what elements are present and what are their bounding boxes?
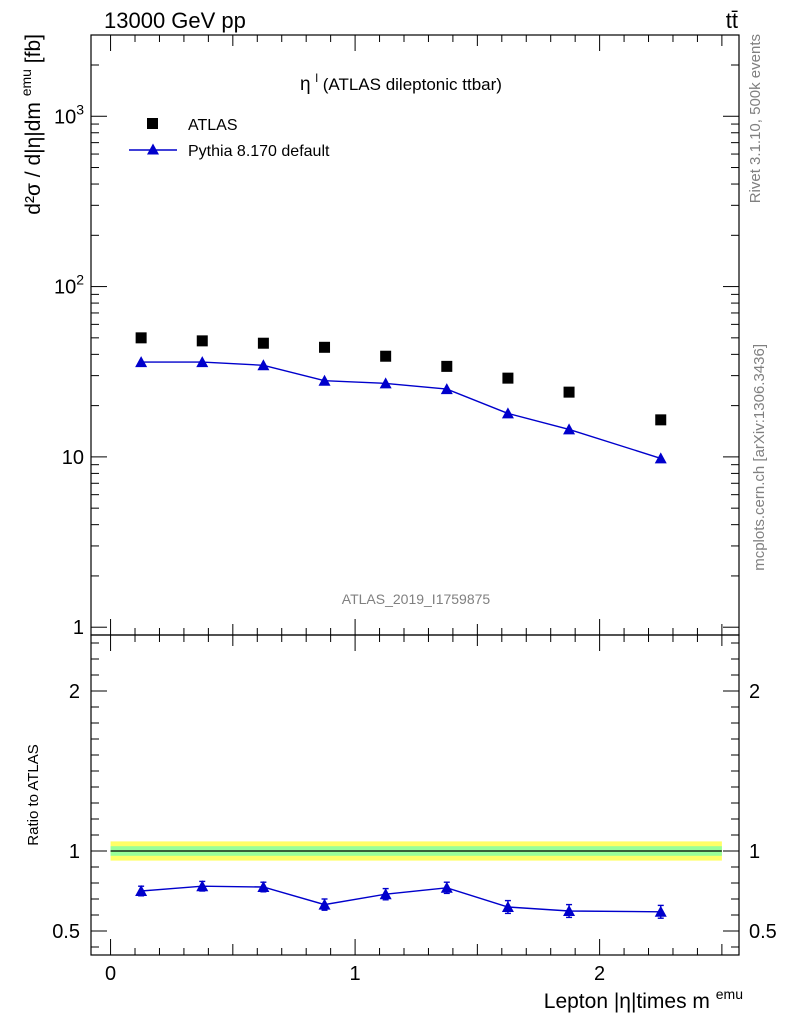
main-series [135, 332, 667, 464]
main-ytick-label-base: 1 [73, 617, 84, 639]
ratio-ylabel: Ratio to ATLAS [25, 744, 42, 845]
legend-marker-atlas [147, 118, 158, 129]
ratio-mc-point [440, 881, 453, 893]
ratio-ytick-label-right: 0.5 [749, 921, 777, 943]
ratio-axis-ticks [91, 635, 739, 955]
mc-line [141, 361, 662, 460]
x-axis-label: Lepton |η|times m emu [544, 986, 743, 1013]
atlas-point [196, 335, 208, 347]
ratio-mc-point [257, 881, 270, 892]
ratio-ytick-label-right: 2 [749, 681, 760, 703]
ratio-ytick-label-left: 1 [69, 841, 80, 863]
main-ytick-label: 1 [73, 617, 84, 639]
ratio-ytick-label-left: 2 [69, 681, 80, 703]
main-title-sup: l [315, 71, 318, 85]
ratio-xtick-label: 2 [594, 963, 605, 985]
mc-point [440, 383, 453, 395]
main-ylabel-text: d²σ / d|η|dm [22, 102, 45, 215]
ratio-mc-point [501, 901, 514, 912]
process-label: tt̄ [726, 8, 738, 33]
ratio-mc-point [379, 888, 392, 900]
rivet-label: Rivet 3.1.10, 500k events [747, 34, 764, 203]
mc-point [501, 407, 514, 419]
main-title: η l (ATLAS dileptonic ttbar) [300, 67, 502, 95]
mc-point [318, 374, 331, 386]
x-axis-label-text: Lepton |η|times m [544, 990, 710, 1013]
atlas-point [319, 341, 331, 353]
main-ytick-label: 10 [62, 447, 84, 469]
atlas-point [441, 360, 453, 372]
ratio-mc-point [654, 905, 667, 917]
atlas-point [563, 386, 575, 398]
main-title-symbol: η [300, 74, 311, 95]
main-ylabel-unit: [fb] [22, 34, 45, 63]
ratio-mc-point [318, 898, 331, 910]
mc-point [654, 452, 667, 464]
mcplots-label: mcplots.cern.ch [arXiv:1306.3436] [751, 344, 768, 571]
main-ytick-label: 102 [54, 272, 84, 299]
ratio-mc-line [141, 885, 661, 913]
mc-point [135, 356, 148, 368]
ratio-ytick-label-left: 0.5 [52, 921, 80, 943]
ratio-mc-point [135, 885, 148, 896]
main-ylabel-sup: emu [18, 69, 34, 96]
energy-label: 13000 GeV pp [104, 8, 246, 33]
ratio-mc-point [563, 905, 576, 916]
legend-label-atlas: ATLAS [188, 117, 238, 134]
mc-point [563, 423, 576, 435]
mc-point [196, 356, 209, 368]
main-title-text: (ATLAS dileptonic ttbar) [323, 75, 502, 94]
main-ytick-label: 103 [54, 101, 84, 128]
main-axis-ticks [91, 34, 739, 635]
ratio-series [135, 880, 667, 919]
ratio-xtick-label: 0 [105, 963, 116, 985]
atlas-point [655, 414, 667, 426]
atlas-point [502, 372, 514, 384]
ratio-tick-labels: 0.5 0.5 1 1 2 2 0 1 2 [52, 681, 777, 985]
ratio-ytick-label-right: 1 [749, 841, 760, 863]
main-ytick-label-sup: 3 [76, 101, 84, 117]
mc-point [257, 359, 270, 371]
ratio-uncertainty-band [110, 841, 722, 861]
main-ytick-label-sup: 2 [76, 272, 84, 288]
atlas-point [380, 350, 392, 362]
x-axis-label-sup: emu [716, 986, 743, 1002]
mc-point [379, 377, 392, 389]
analysis-watermark: ATLAS_2019_I1759875 [342, 591, 491, 607]
legend-label-mc: Pythia 8.170 default [188, 143, 330, 160]
ratio-xtick-label: 1 [350, 963, 361, 985]
ratio-mc-point [196, 880, 209, 892]
main-ytick-label-base: 10 [54, 106, 76, 128]
legend: ATLAS Pythia 8.170 default [129, 117, 330, 160]
main-ytick-label-base: 10 [54, 277, 76, 299]
atlas-point [135, 332, 147, 344]
main-ytick-label-base: 10 [62, 447, 84, 469]
atlas-point [257, 337, 269, 349]
legend-marker-mc [147, 143, 159, 155]
ratio-panel: 0.5 0.5 1 1 2 2 0 1 2 Ratio to ATLAS Lepton |η|t… [25, 634, 777, 1013]
main-ylabel: d²σ / d|η|dm emu [fb] [13, 34, 45, 215]
ratio-frame [90, 634, 740, 956]
